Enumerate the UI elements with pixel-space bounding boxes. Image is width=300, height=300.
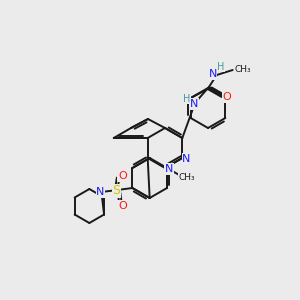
Text: H: H	[183, 94, 191, 104]
Text: N: N	[190, 99, 198, 109]
Text: O: O	[118, 201, 127, 211]
Text: CH₃: CH₃	[234, 64, 251, 74]
Text: S: S	[112, 184, 120, 197]
Text: N: N	[96, 187, 104, 197]
Text: CH₃: CH₃	[179, 172, 195, 182]
Text: O: O	[118, 171, 127, 181]
Text: H: H	[217, 62, 224, 72]
Text: O: O	[222, 92, 231, 102]
Text: N: N	[165, 164, 173, 174]
Text: N: N	[208, 69, 217, 79]
Text: N: N	[182, 154, 190, 164]
